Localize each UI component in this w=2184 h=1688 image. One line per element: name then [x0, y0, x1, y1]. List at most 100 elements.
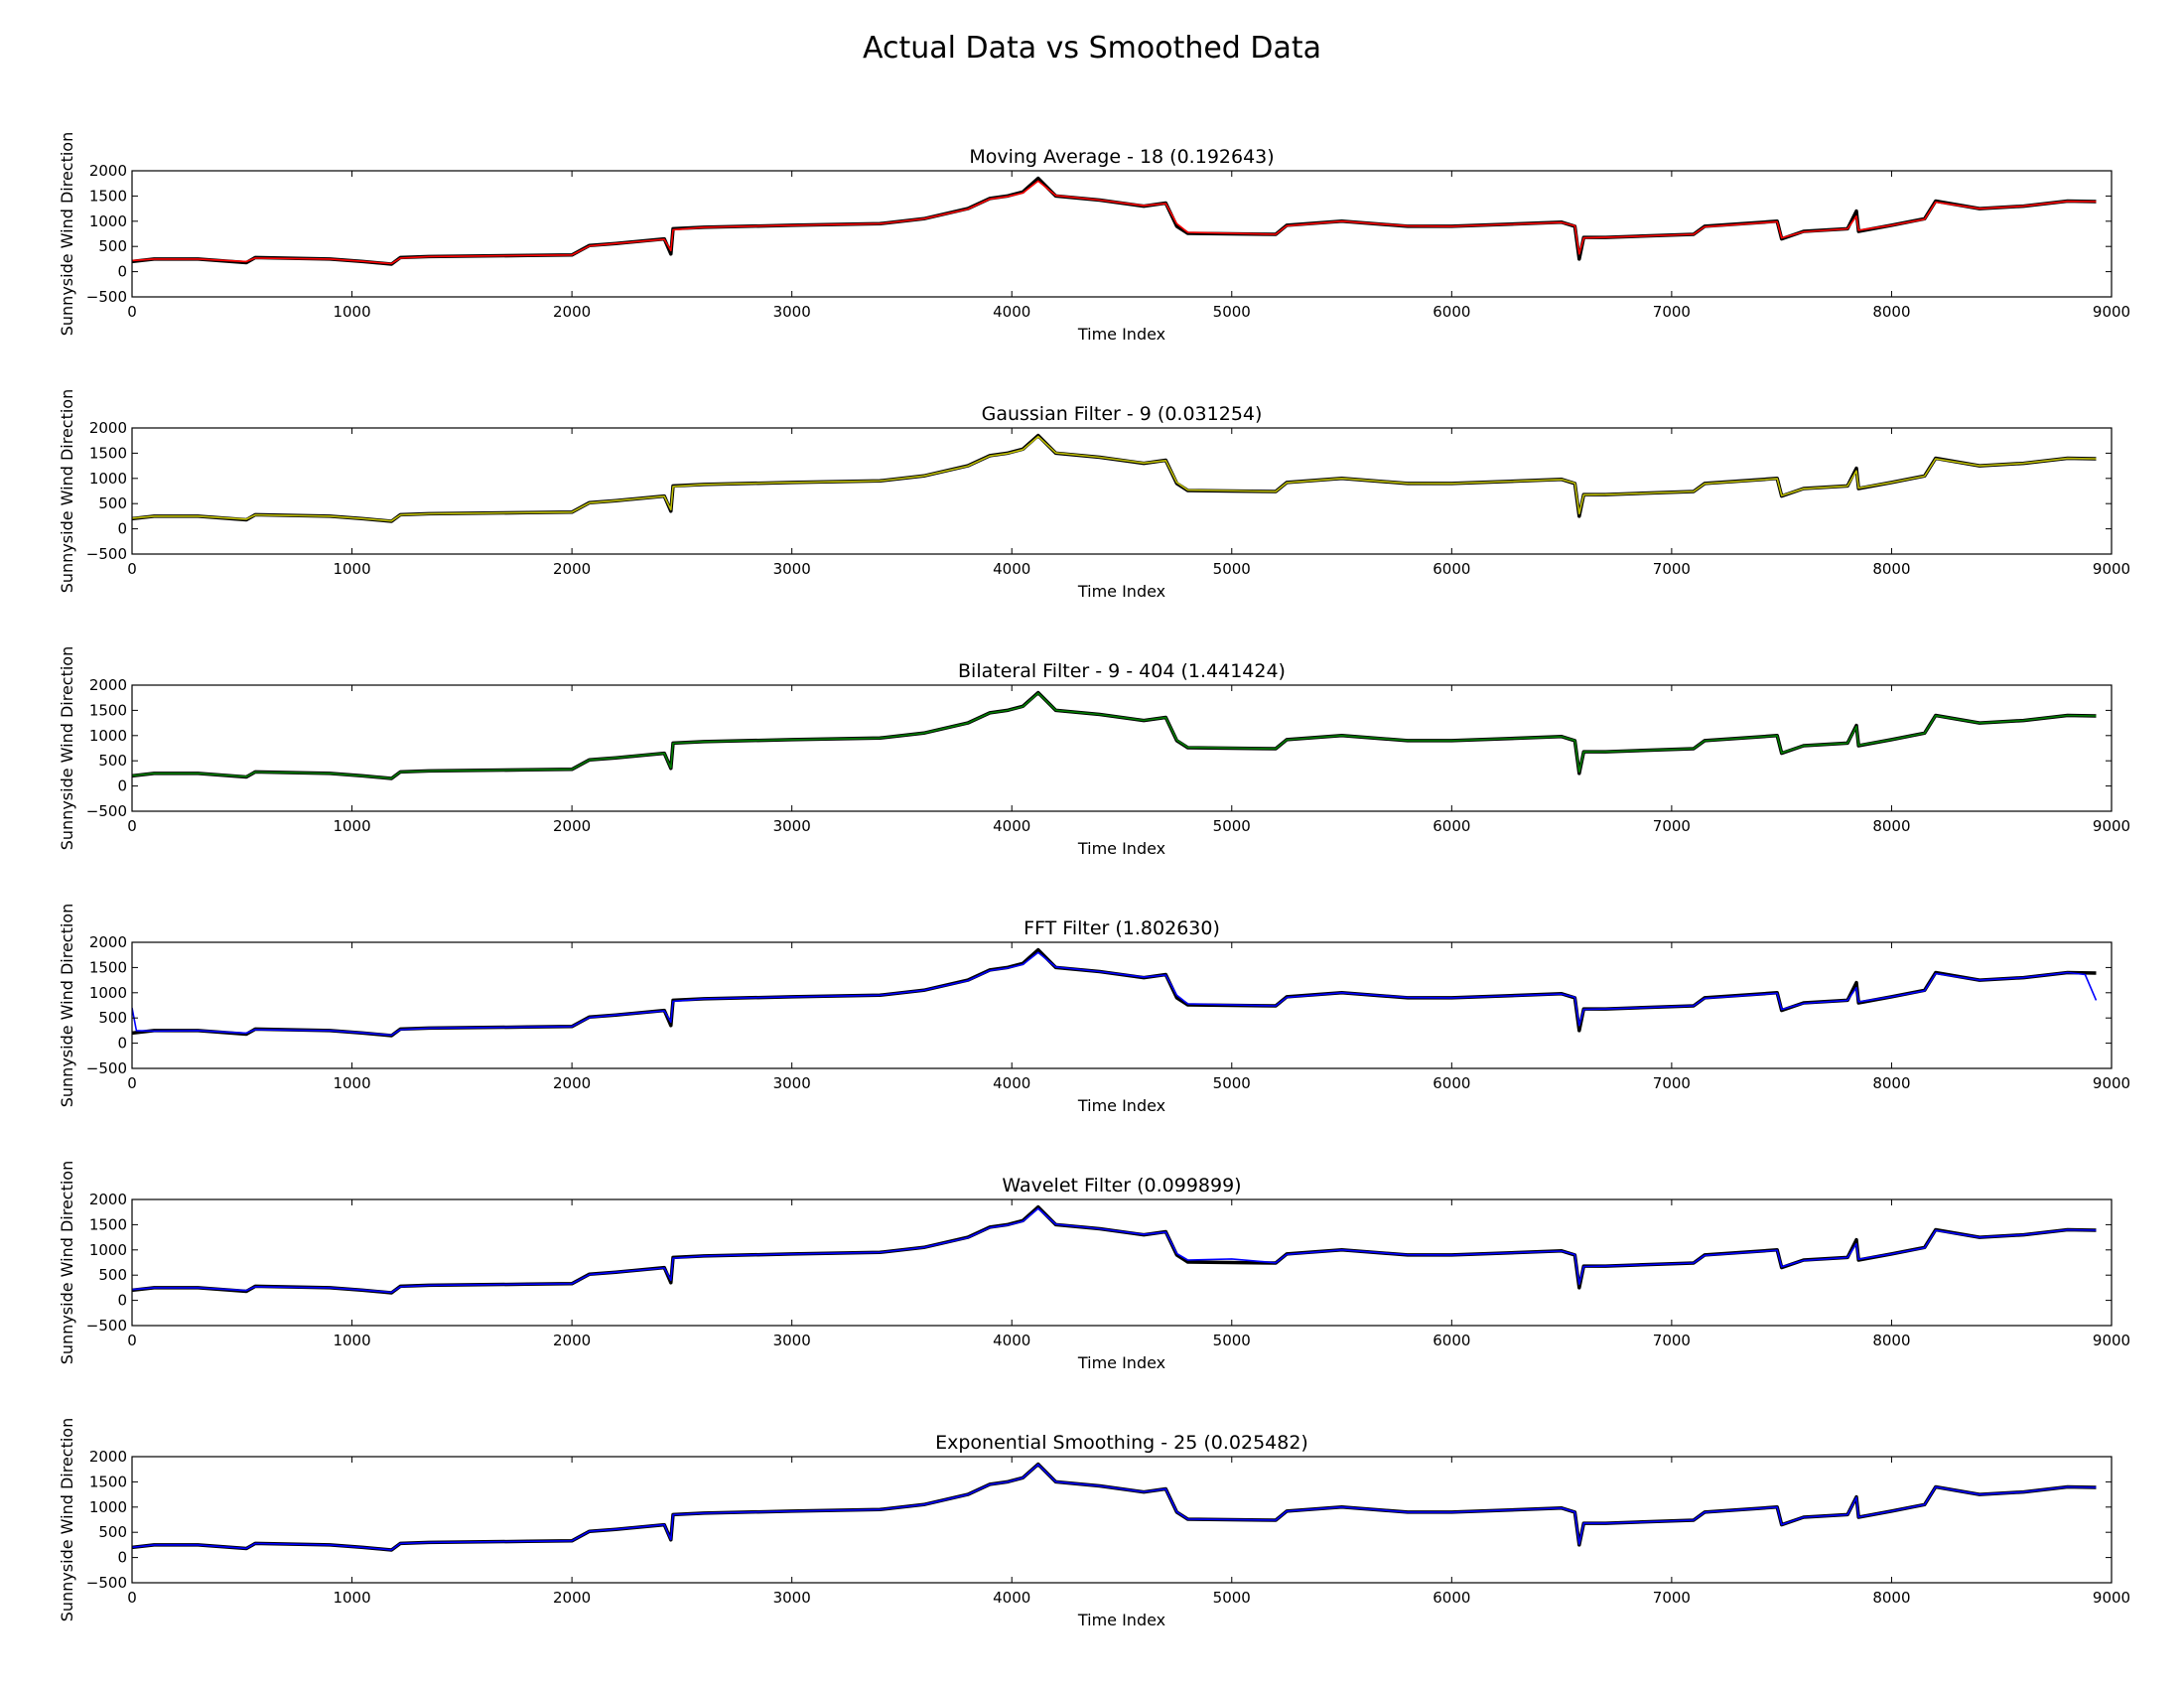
x-tick-label: 4000: [993, 1332, 1030, 1349]
y-tick-label: 1000: [89, 1498, 127, 1516]
x-tick-label: 0: [127, 1332, 137, 1349]
y-tick-label: 2000: [89, 933, 127, 951]
x-axis-label: Time Index: [1077, 839, 1165, 858]
subplots: Moving Average - 18 (0.192643) 0 1000 2000 3…: [58, 132, 2130, 1629]
smoothed-data-line: [132, 692, 2097, 779]
y-tick-label: 1000: [89, 470, 127, 488]
axes-frame: [131, 427, 2113, 555]
x-tick-label: 9000: [2093, 560, 2130, 578]
axes-frame: [131, 1456, 2113, 1584]
y-tick-label: 0: [117, 520, 127, 538]
x-tick-label: 1000: [333, 560, 370, 578]
figure-title: Actual Data vs Smoothed Data: [863, 31, 1321, 66]
x-tick-label: 5000: [1213, 1332, 1251, 1349]
x-tick-label: 9000: [2093, 817, 2130, 835]
x-tick-label: 2000: [553, 817, 591, 835]
y-tick-label: 1000: [89, 727, 127, 745]
y-tick-label: 500: [98, 237, 127, 255]
subplot-5: Wavelet Filter (0.099899) 0 1000 2000 3000 40…: [58, 1161, 2130, 1372]
y-axis-label: Sunnyside Wind Direction: [58, 1161, 76, 1365]
x-tick-label: 1000: [333, 1332, 370, 1349]
y-axis-label: Sunnyside Wind Direction: [58, 646, 76, 851]
x-tick-label: 8000: [1872, 1332, 1910, 1349]
x-tick-label: 9000: [2093, 1332, 2130, 1349]
x-tick-label: 7000: [1653, 560, 1691, 578]
smoothed-data-line: [132, 1207, 2097, 1294]
x-tick-label: 3000: [773, 1074, 811, 1092]
y-tick-label: 1500: [89, 187, 127, 205]
x-tick-label: 7000: [1653, 817, 1691, 835]
y-tick-label: 1500: [89, 958, 127, 976]
x-axis-label: Time Index: [1077, 1353, 1165, 1372]
x-tick-label: 7000: [1653, 1074, 1691, 1092]
y-axis-label: Sunnyside Wind Direction: [58, 132, 76, 337]
x-tick-label: 5000: [1213, 303, 1251, 321]
axes-frame: [131, 684, 2113, 812]
x-tick-label: 6000: [1433, 817, 1470, 835]
subplot-1: Moving Average - 18 (0.192643) 0 1000 2000 3…: [58, 132, 2130, 344]
x-axis-label: Time Index: [1077, 325, 1165, 344]
y-tick-label: 0: [117, 1035, 127, 1053]
x-tick-label: 1000: [333, 817, 370, 835]
x-tick-label: 1000: [333, 303, 370, 321]
y-tick-label: 1500: [89, 444, 127, 462]
subplot-title: Moving Average - 18 (0.192643): [969, 146, 1274, 168]
x-tick-label: 8000: [1872, 303, 1910, 321]
x-tick-label: 4000: [993, 560, 1030, 578]
subplot-2: Gaussian Filter - 9 (0.031254) 0 1000 2000 3…: [58, 389, 2130, 601]
subplot-title: FFT Filter (1.802630): [1024, 917, 1220, 939]
x-tick-label: 8000: [1872, 1589, 1910, 1607]
x-tick-label: 5000: [1213, 1074, 1251, 1092]
axes-frame: [131, 170, 2113, 298]
x-tick-label: 3000: [773, 560, 811, 578]
y-tick-label: 2000: [89, 676, 127, 694]
x-axis-label: Time Index: [1077, 582, 1165, 601]
y-tick-label: 500: [98, 494, 127, 512]
y-tick-label: 0: [117, 1549, 127, 1567]
subplot-title: Gaussian Filter - 9 (0.031254): [982, 403, 1263, 425]
y-tick-label: 2000: [89, 1191, 127, 1208]
y-axis-label: Sunnyside Wind Direction: [58, 389, 76, 594]
subplot-6: Exponential Smoothing - 25 (0.025482) 0 10…: [58, 1418, 2130, 1629]
subplot-3: Bilateral Filter - 9 - 404 (1.441424) 0 10…: [58, 646, 2130, 858]
x-tick-label: 0: [127, 1589, 137, 1607]
x-tick-label: 7000: [1653, 1332, 1691, 1349]
y-tick-label: 0: [117, 263, 127, 281]
x-tick-label: 2000: [553, 560, 591, 578]
x-tick-label: 4000: [993, 817, 1030, 835]
y-tick-label: 500: [98, 1266, 127, 1284]
y-tick-label: −500: [86, 545, 127, 563]
subplot-title: Exponential Smoothing - 25 (0.025482): [935, 1432, 1308, 1454]
x-tick-label: 3000: [773, 1589, 811, 1607]
y-tick-label: 0: [117, 1292, 127, 1310]
y-axis-label: Sunnyside Wind Direction: [58, 904, 76, 1108]
subplot-4: FFT Filter (1.802630) 0 1000 2000 3000 4000 50…: [58, 904, 2130, 1115]
y-tick-label: 2000: [89, 162, 127, 180]
axes-frame: [131, 941, 2113, 1069]
y-tick-label: −500: [86, 1317, 127, 1335]
x-axis-label: Time Index: [1077, 1096, 1165, 1115]
x-tick-label: 4000: [993, 303, 1030, 321]
x-tick-label: 0: [127, 1074, 137, 1092]
x-tick-label: 8000: [1872, 1074, 1910, 1092]
y-tick-label: 1000: [89, 212, 127, 230]
y-tick-label: 500: [98, 752, 127, 770]
x-tick-label: 6000: [1433, 1332, 1470, 1349]
x-tick-label: 2000: [553, 1589, 591, 1607]
subplot-title: Bilateral Filter - 9 - 404 (1.441424): [958, 660, 1286, 682]
y-tick-label: 1000: [89, 1241, 127, 1259]
x-tick-label: 9000: [2093, 1074, 2130, 1092]
y-tick-label: 1500: [89, 1473, 127, 1490]
x-tick-label: 4000: [993, 1589, 1030, 1607]
x-tick-label: 1000: [333, 1074, 370, 1092]
y-axis-label: Sunnyside Wind Direction: [58, 1418, 76, 1622]
x-tick-label: 7000: [1653, 1589, 1691, 1607]
axes-frame: [131, 1198, 2113, 1327]
x-tick-label: 6000: [1433, 1589, 1470, 1607]
y-tick-label: 2000: [89, 1448, 127, 1466]
y-tick-label: −500: [86, 802, 127, 820]
x-tick-label: 6000: [1433, 1074, 1470, 1092]
x-tick-label: 2000: [553, 1332, 591, 1349]
